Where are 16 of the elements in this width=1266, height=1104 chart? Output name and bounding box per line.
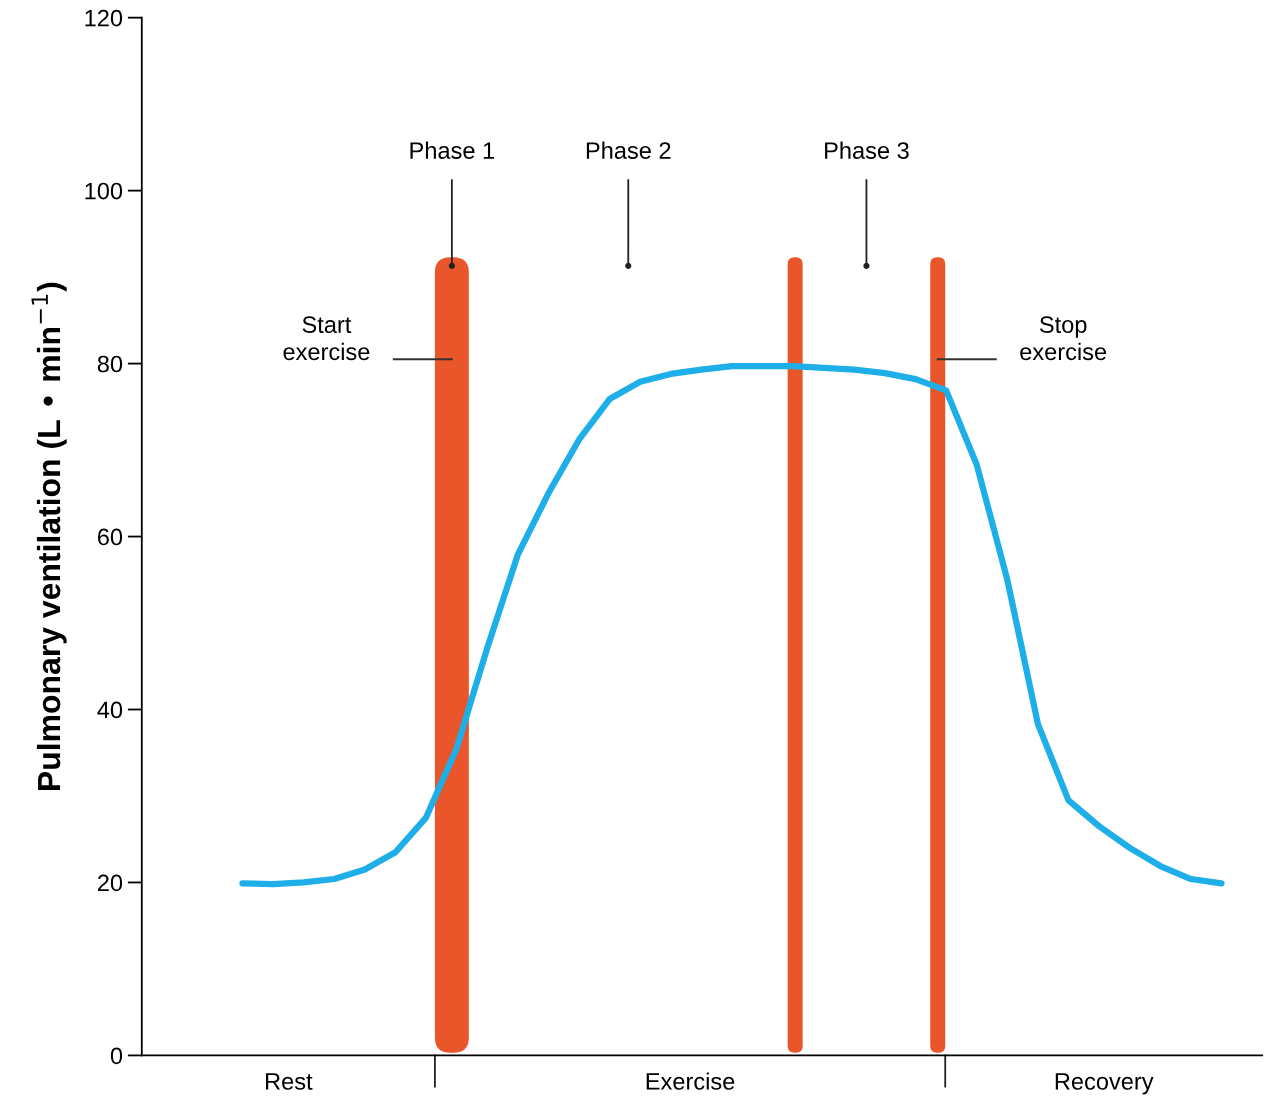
y-tick-label: 40 [97,701,123,719]
y-tick-label: 0 [110,1047,123,1065]
y-tick-label: 20 [97,874,123,892]
annotation: Phase 2 [586,141,671,159]
annotation: Phase 3 [825,141,909,159]
annotation: Start exercise [283,316,370,361]
text: Rest [266,1073,313,1090]
text: Recovery [1055,1073,1154,1095]
y-axis-title: Pulmonary ventilation (L • min$^{−1}$) [31,282,67,790]
y-tick-label: 100 [85,182,123,200]
annotation: Phase 1 [410,141,495,159]
y-tick-label: 120 [85,9,123,27]
y-tick-label: 80 [97,355,123,373]
y-tick-label: 60 [97,528,123,546]
text: Exercise [646,1072,735,1090]
annotation: Stop exercise [1020,316,1107,361]
